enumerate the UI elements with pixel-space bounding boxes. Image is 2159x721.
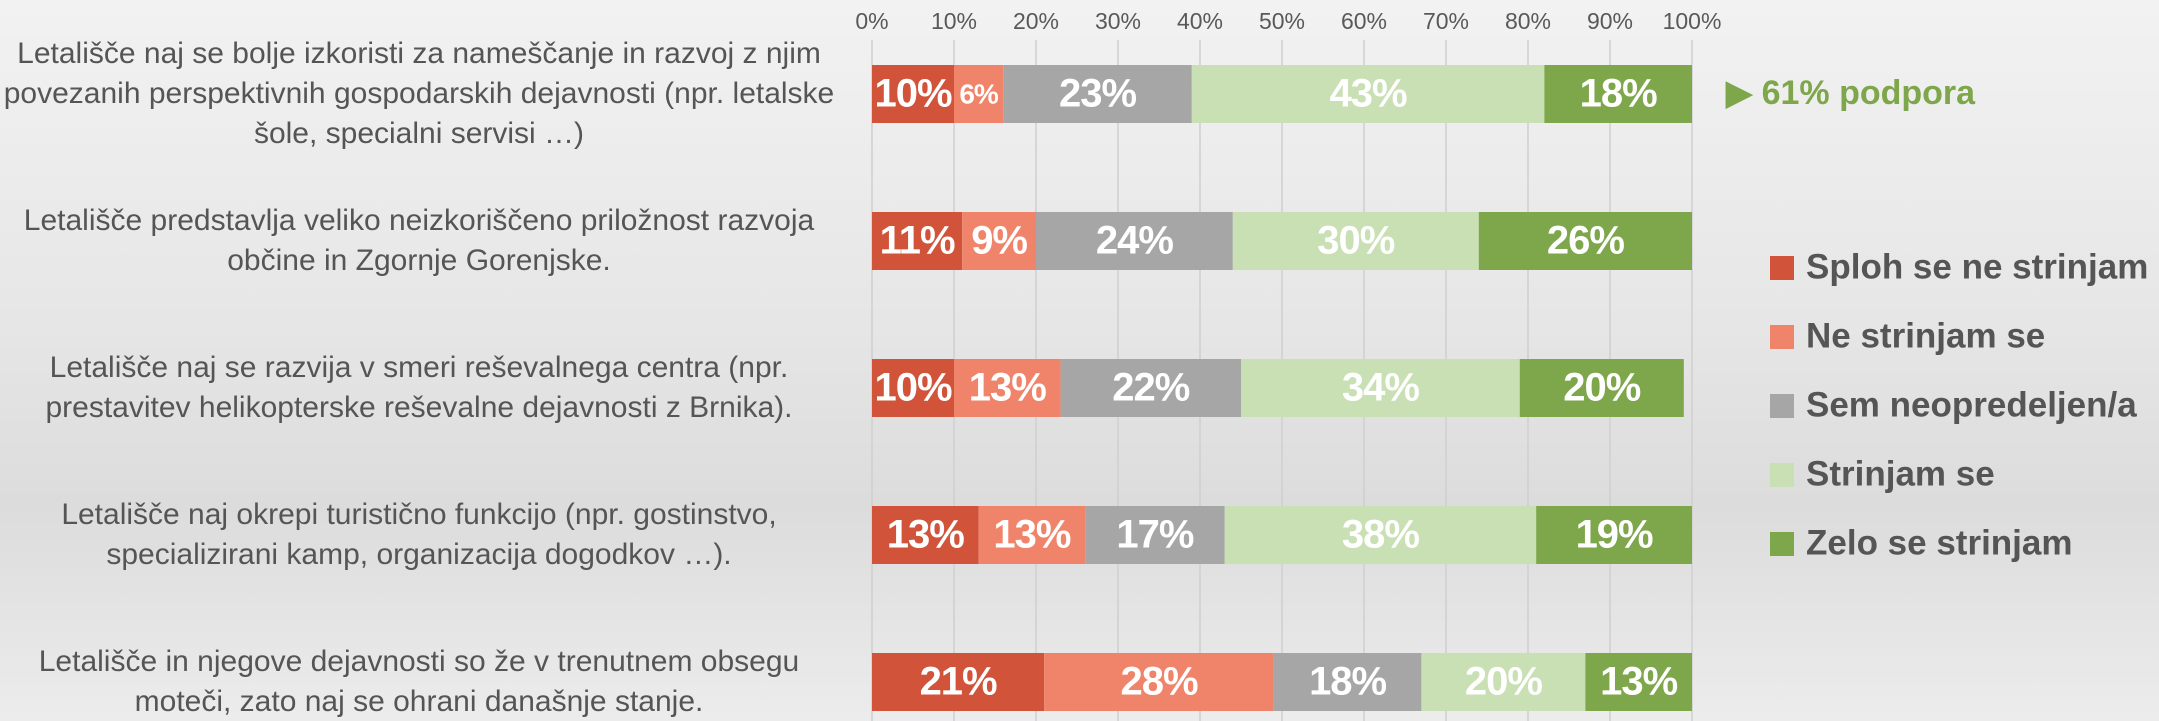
x-tick-label: 50%: [1259, 8, 1305, 34]
data-label: 24%: [1096, 219, 1173, 263]
data-label: 13%: [969, 366, 1046, 410]
data-label: 18%: [1309, 660, 1386, 704]
data-label: 20%: [1465, 660, 1542, 704]
page: 0% 10% 20% 30% 40% 50% 60% 70% 80% 90% 100% 10% 6% 23…: [0, 0, 2159, 721]
data-label: 13%: [1600, 660, 1677, 704]
x-tick-label: 100%: [1663, 8, 1722, 34]
legend-swatch: [1770, 532, 1794, 556]
data-label: 26%: [1547, 219, 1624, 263]
legend-swatch: [1770, 325, 1794, 349]
data-label: 6%: [959, 78, 999, 109]
category-label: Letališče predstavlja veliko neizkorišče…: [0, 201, 838, 281]
category-label: Letališče in njegove dejavnosti so že v …: [0, 642, 838, 721]
legend-label: Zelo se strinjam: [1806, 523, 2072, 562]
data-label: 9%: [971, 219, 1027, 263]
data-label: 22%: [1112, 366, 1189, 410]
category-label: Letališče naj se bolje izkoristi za name…: [0, 34, 838, 154]
data-label: 23%: [1059, 72, 1136, 116]
x-tick-label: 60%: [1341, 8, 1387, 34]
x-tick-label: 0%: [855, 8, 888, 34]
x-tick-label: 30%: [1095, 8, 1141, 34]
data-label: 13%: [993, 513, 1070, 557]
annotation: ▶ 61% podpora: [1725, 74, 1976, 112]
data-label: 21%: [920, 660, 997, 704]
data-label: 30%: [1317, 219, 1394, 263]
x-tick-label: 80%: [1505, 8, 1551, 34]
data-label: 20%: [1563, 366, 1640, 410]
data-label: 10%: [874, 72, 951, 116]
legend-swatch: [1770, 394, 1794, 418]
data-label: 11%: [880, 219, 955, 263]
data-label: 43%: [1330, 72, 1407, 116]
legend-label: Sploh se ne strinjam: [1806, 247, 2148, 286]
legend-swatch: [1770, 256, 1794, 280]
legend-swatch: [1770, 463, 1794, 487]
data-label: 18%: [1580, 72, 1657, 116]
data-label: 38%: [1342, 513, 1419, 557]
category-label: Letališče naj se razvija v smeri reševal…: [0, 348, 838, 428]
category-label: Letališče naj okrepi turistično funkcijo…: [0, 495, 838, 575]
data-label: 17%: [1116, 513, 1193, 557]
x-tick-label: 10%: [931, 8, 977, 34]
x-tick-label: 70%: [1423, 8, 1469, 34]
data-label: 34%: [1342, 366, 1419, 410]
data-label: 13%: [887, 513, 964, 557]
data-label: 28%: [1120, 660, 1197, 704]
data-label: 19%: [1576, 513, 1653, 557]
x-tick-label: 20%: [1013, 8, 1059, 34]
data-label: 10%: [874, 366, 951, 410]
x-tick-label: 90%: [1587, 8, 1633, 34]
legend-label: Ne strinjam se: [1806, 316, 2045, 355]
legend-label: Strinjam se: [1806, 454, 1995, 493]
legend-label: Sem neopredeljen/a: [1806, 385, 2137, 424]
x-tick-label: 40%: [1177, 8, 1223, 34]
